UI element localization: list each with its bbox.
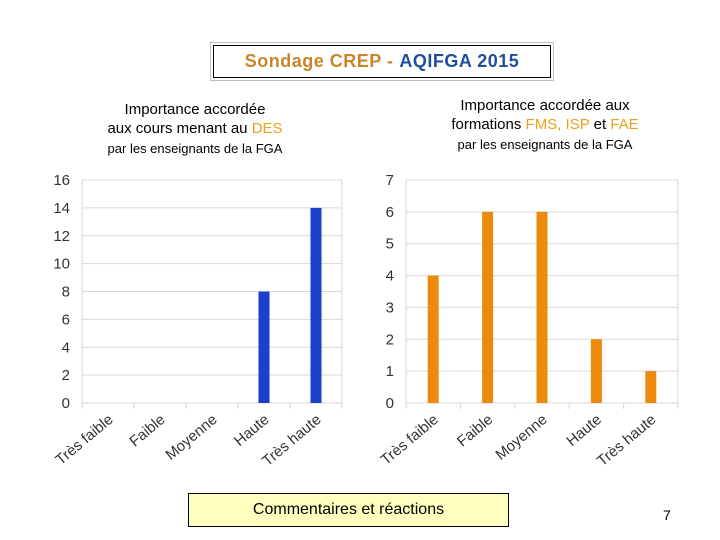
right-title-line1: Importance accordée aux [460,97,630,114]
left-title-highlight: DES [251,120,283,137]
left-chart-y-tick-label: 0 [62,395,70,412]
right-chart-y-tick-label: 6 [386,204,394,221]
right-title-prefix: formations [451,116,526,133]
right-chart-bar [645,371,657,403]
right-chart-title: Importance accordée aux formations FMS, … [420,96,670,134]
left-chart-y-tick-label: 14 [53,200,70,217]
left-chart-plot-frame [81,179,343,404]
right-chart-x-tick-label: Faible [454,411,496,450]
right-chart-y-tick-label: 1 [386,363,394,380]
right-chart-y-tick-label: 4 [386,268,394,285]
right-chart-x-tick-label: Moyenne [492,411,550,464]
left-chart-y-tick-label: 2 [62,367,70,384]
right-chart-subtitle: par les enseignants de la FGA [457,137,633,152]
comments-button[interactable]: Commentaires et réactions [188,493,509,527]
right-chart-x-tick-label: Haute [563,411,605,450]
slide-title: Sondage CREP - AQIFGA 2015 [213,45,551,78]
left-chart-y-tick-label: 6 [62,311,70,328]
left-chart-x-tick-label: Moyenne [162,411,220,464]
title-part1: Sondage CREP - [244,51,394,71]
left-chart-y-tick-label: 12 [53,228,70,245]
right-chart-y-tick-label: 2 [386,331,394,348]
right-title-line2: formations FMS, ISP et FAE [420,115,670,134]
left-chart-subtitle: par les enseignants de la FGA [107,141,283,156]
left-chart-y-tick-label: 16 [53,172,70,189]
right-chart-y-tick-label: 0 [386,395,394,412]
right-title-h1: FMS, ISP [525,116,590,133]
left-chart-x-tick-label: Haute [231,411,273,450]
left-title-line2: aux cours menant au DES [80,119,310,138]
right-chart-y-tick-label: 3 [386,299,394,316]
right-chart-y-tick-label: 7 [386,172,394,189]
left-chart-bar [258,291,270,403]
left-chart-y-tick-label: 8 [62,284,70,301]
right-chart-bar [427,275,439,403]
right-chart-y-tick-label: 5 [386,236,394,253]
comments-label: Commentaires et réactions [252,501,445,518]
right-chart-plot-frame [405,179,679,404]
left-title-line1: Importance accordée [124,101,266,118]
left-title-prefix: aux cours menant au [107,120,252,137]
page-number: 7 [663,507,671,523]
left-chart-title: Importance accordée aux cours menant au … [80,100,310,138]
left-chart-y-tick-label: 4 [62,339,70,356]
left-chart-x-tick-label: Très haute [259,411,324,470]
left-chart-y-tick-label: 10 [53,256,70,273]
right-title-mid: et [589,116,611,133]
left-chart-x-tick-label: Très faible [52,411,116,469]
title-part2: AQIFGA 2015 [399,51,520,71]
right-title-h2: FAE [610,116,639,133]
right-chart-bar [482,211,494,403]
right-chart-x-tick-label: Très haute [594,411,659,470]
right-chart-bar [590,339,602,403]
left-chart-x-tick-label: Faible [126,411,168,450]
left-chart-bar [310,207,322,403]
right-chart-x-tick-label: Très faible [378,411,442,469]
right-chart-bar [536,211,548,403]
